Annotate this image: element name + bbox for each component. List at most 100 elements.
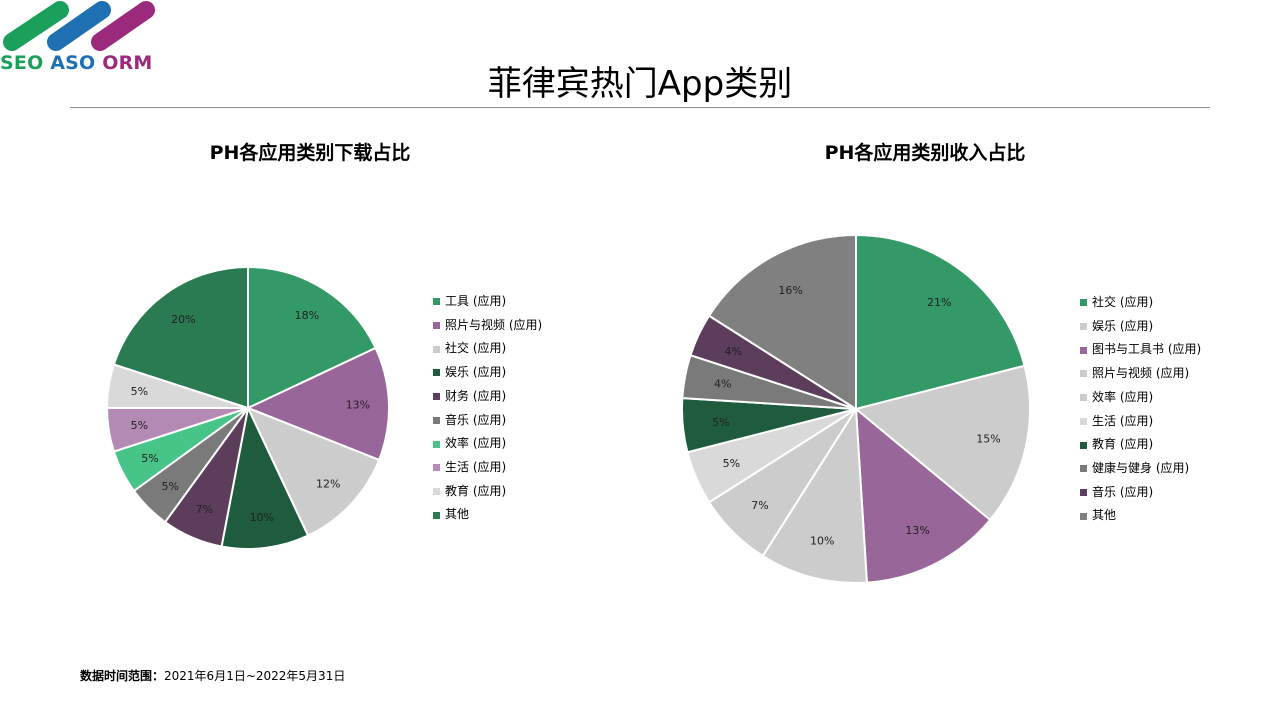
revenue-legend-item-4: 效率 (应用) — [1080, 386, 1201, 410]
download-data-label-3: 10% — [250, 511, 274, 524]
download-slice-9 — [112, 265, 249, 410]
revenue-data-label-9: 16% — [778, 284, 802, 297]
download-legend-label-0: 工具 (应用) — [445, 294, 507, 308]
download-legend-item-6: 效率 (应用) — [433, 432, 542, 456]
revenue-legend-swatch-7 — [1080, 465, 1087, 473]
download-legend-label-3: 娱乐 (应用) — [445, 365, 507, 380]
download-legend-swatch-0 — [433, 298, 440, 306]
revenue-data-label-3: 10% — [810, 535, 834, 548]
revenue-legend-swatch-3 — [1080, 370, 1087, 378]
revenue-data-label-6: 5% — [712, 416, 729, 429]
download-data-label-6: 5% — [141, 452, 158, 465]
revenue-legend-swatch-1 — [1080, 323, 1087, 331]
company-logo: SEO ASO ORM — [0, 0, 160, 80]
data-range-note: 数据时间范围：2021年6月1日~2022年5月31日 — [80, 667, 345, 684]
revenue-legend-swatch-5 — [1080, 417, 1087, 425]
download-data-label-8: 5% — [131, 385, 148, 398]
revenue-legend-item-5: 生活 (应用) — [1080, 410, 1201, 434]
revenue-legend-swatch-9 — [1080, 512, 1087, 520]
download-data-label-1: 13% — [346, 399, 370, 412]
download-legend-item-1: 照片与视频 (应用) — [433, 314, 542, 338]
revenue-legend-label-5: 生活 (应用) — [1092, 413, 1154, 428]
download-slice-2 — [246, 406, 381, 537]
download-legend-swatch-3 — [433, 369, 440, 377]
download-legend-label-1: 照片与视频 (应用) — [445, 317, 543, 332]
revenue-legend-label-8: 音乐 (应用) — [1092, 484, 1154, 499]
download-legend-label-7: 生活 (应用) — [445, 459, 507, 474]
download-data-label-9: 20% — [171, 313, 195, 326]
revenue-legend-item-0: 社交 (应用) — [1080, 291, 1201, 315]
download-data-label-0: 18% — [295, 309, 319, 322]
revenue-legend-label-3: 照片与视频 (应用) — [1092, 366, 1190, 381]
download-share-pie-chart: 18% 13% 12% 10% 7% 5% 5% 5% 5% 20% — [105, 265, 390, 550]
revenue-slice-2 — [854, 406, 992, 584]
download-chart-legend: 工具 (应用) 照片与视频 (应用) 社交 (应用) 娱乐 (应用) 财务 (应用) 音乐… — [433, 290, 542, 527]
revenue-legend-label-2: 图书与工具书 (应用) — [1092, 342, 1202, 357]
revenue-chart-legend: 社交 (应用) 娱乐 (应用) 图书与工具书 (应用) 照片与视频 (应用) 效率 (应… — [1080, 291, 1201, 528]
revenue-legend-swatch-4 — [1080, 394, 1087, 402]
download-chart-title: PH各应用类别下载占比 — [209, 142, 411, 164]
logo-stripes-icon — [3, 1, 155, 51]
download-slice-1 — [245, 346, 390, 462]
revenue-legend-label-7: 健康与健身 (应用) — [1092, 460, 1190, 475]
download-legend-label-4: 财务 (应用) — [445, 388, 507, 403]
revenue-data-label-1: 15% — [976, 433, 1000, 446]
revenue-legend-swatch-2 — [1080, 346, 1087, 354]
revenue-legend-item-1: 娱乐 (应用) — [1080, 315, 1201, 339]
download-legend-swatch-4 — [433, 393, 440, 401]
revenue-data-label-4: 7% — [751, 499, 768, 512]
download-legend-swatch-6 — [433, 440, 440, 448]
download-legend-label-8: 教育 (应用) — [445, 483, 507, 498]
revenue-legend-label-4: 效率 (应用) — [1092, 389, 1154, 404]
download-legend-item-8: 教育 (应用) — [433, 480, 542, 504]
download-legend-item-4: 财务 (应用) — [433, 385, 542, 409]
revenue-legend-label-1: 娱乐 (应用) — [1092, 318, 1154, 333]
revenue-slice-1 — [853, 364, 1031, 522]
download-legend-item-3: 娱乐 (应用) — [433, 361, 542, 385]
download-data-label-5: 5% — [161, 480, 178, 493]
download-slice-0 — [247, 265, 377, 410]
revenue-data-label-8: 4% — [724, 345, 741, 358]
revenue-data-label-2: 13% — [905, 524, 929, 537]
logo-word-seo: SEO — [0, 52, 44, 74]
revenue-legend-label-0: 社交 (应用) — [1092, 295, 1154, 309]
revenue-legend-item-7: 健康与健身 (应用) — [1080, 457, 1201, 481]
download-legend-item-0: 工具 (应用) — [433, 290, 542, 314]
download-legend-item-7: 生活 (应用) — [433, 456, 542, 480]
download-legend-swatch-2 — [433, 345, 440, 353]
logo-wordmark: SEO ASO ORM — [0, 52, 153, 74]
download-legend-label-5: 音乐 (应用) — [445, 412, 507, 427]
data-range-value: 2021年6月1日~2022年5月31日 — [164, 669, 346, 683]
download-legend-swatch-1 — [433, 322, 440, 330]
logo-word-orm: ORM — [102, 52, 153, 74]
title-divider — [70, 107, 1210, 108]
download-legend-swatch-5 — [433, 416, 440, 424]
revenue-data-label-5: 5% — [723, 457, 740, 470]
revenue-slice-3 — [761, 405, 868, 585]
revenue-legend-label-9: 其他 — [1092, 508, 1117, 523]
revenue-legend-swatch-0 — [1080, 299, 1087, 307]
download-legend-label-9: 其他 — [445, 507, 470, 522]
revenue-data-label-7: 4% — [714, 378, 731, 391]
revenue-legend-item-2: 图书与工具书 (应用) — [1080, 338, 1201, 362]
revenue-legend-swatch-6 — [1080, 441, 1087, 449]
revenue-data-label-0: 21% — [927, 296, 951, 309]
revenue-legend-item-8: 音乐 (应用) — [1080, 481, 1201, 505]
download-legend-item-9: 其他 — [433, 503, 542, 527]
revenue-slice-9 — [707, 233, 857, 411]
revenue-chart-title: PH各应用类别收入占比 — [824, 142, 1026, 164]
revenue-legend-label-6: 教育 (应用) — [1092, 437, 1154, 452]
download-legend-swatch-7 — [433, 464, 440, 472]
revenue-legend-item-6: 教育 (应用) — [1080, 433, 1201, 457]
revenue-legend-item-3: 照片与视频 (应用) — [1080, 362, 1201, 386]
download-legend-item-2: 社交 (应用) — [433, 337, 542, 361]
data-range-label: 数据时间范围： — [80, 669, 165, 683]
download-slice-3 — [220, 404, 310, 550]
download-data-label-2: 12% — [316, 477, 340, 490]
download-legend-swatch-8 — [433, 487, 440, 495]
revenue-slice-0 — [855, 233, 1026, 411]
logo-word-aso: ASO — [50, 52, 96, 74]
revenue-legend-item-9: 其他 — [1080, 504, 1201, 528]
page-title: 菲律宾热门App类别 — [487, 64, 793, 104]
